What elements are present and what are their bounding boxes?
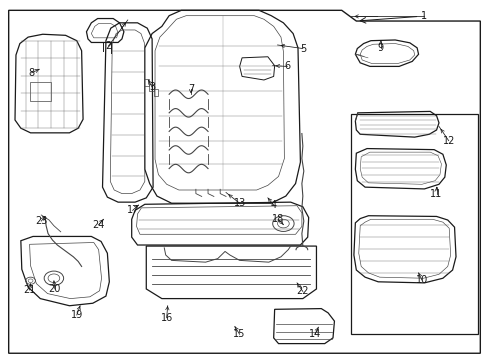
Bar <box>148 84 153 91</box>
Text: 9: 9 <box>377 43 383 53</box>
Text: 2: 2 <box>105 41 111 51</box>
Text: 21: 21 <box>23 285 36 295</box>
Text: 14: 14 <box>308 329 321 339</box>
Bar <box>153 89 158 96</box>
Bar <box>351 114 477 334</box>
Bar <box>30 82 51 102</box>
Text: 10: 10 <box>415 275 427 285</box>
Bar <box>143 79 148 86</box>
Text: 16: 16 <box>160 312 172 323</box>
Text: 11: 11 <box>429 189 442 199</box>
Text: 3: 3 <box>149 82 155 92</box>
Text: 1: 1 <box>421 12 427 21</box>
Text: 18: 18 <box>272 214 284 224</box>
Text: 15: 15 <box>233 329 245 339</box>
Text: 22: 22 <box>296 287 308 296</box>
Text: 20: 20 <box>49 284 61 294</box>
Text: 5: 5 <box>299 44 305 54</box>
Text: 8: 8 <box>28 68 35 78</box>
Text: 6: 6 <box>284 62 290 71</box>
Text: 12: 12 <box>442 136 454 146</box>
Text: 19: 19 <box>70 310 82 320</box>
Text: 4: 4 <box>270 200 276 210</box>
Text: 23: 23 <box>35 216 47 226</box>
Text: 17: 17 <box>126 205 139 215</box>
Text: 24: 24 <box>92 220 104 230</box>
Text: 7: 7 <box>187 84 194 94</box>
Text: 13: 13 <box>233 198 245 208</box>
